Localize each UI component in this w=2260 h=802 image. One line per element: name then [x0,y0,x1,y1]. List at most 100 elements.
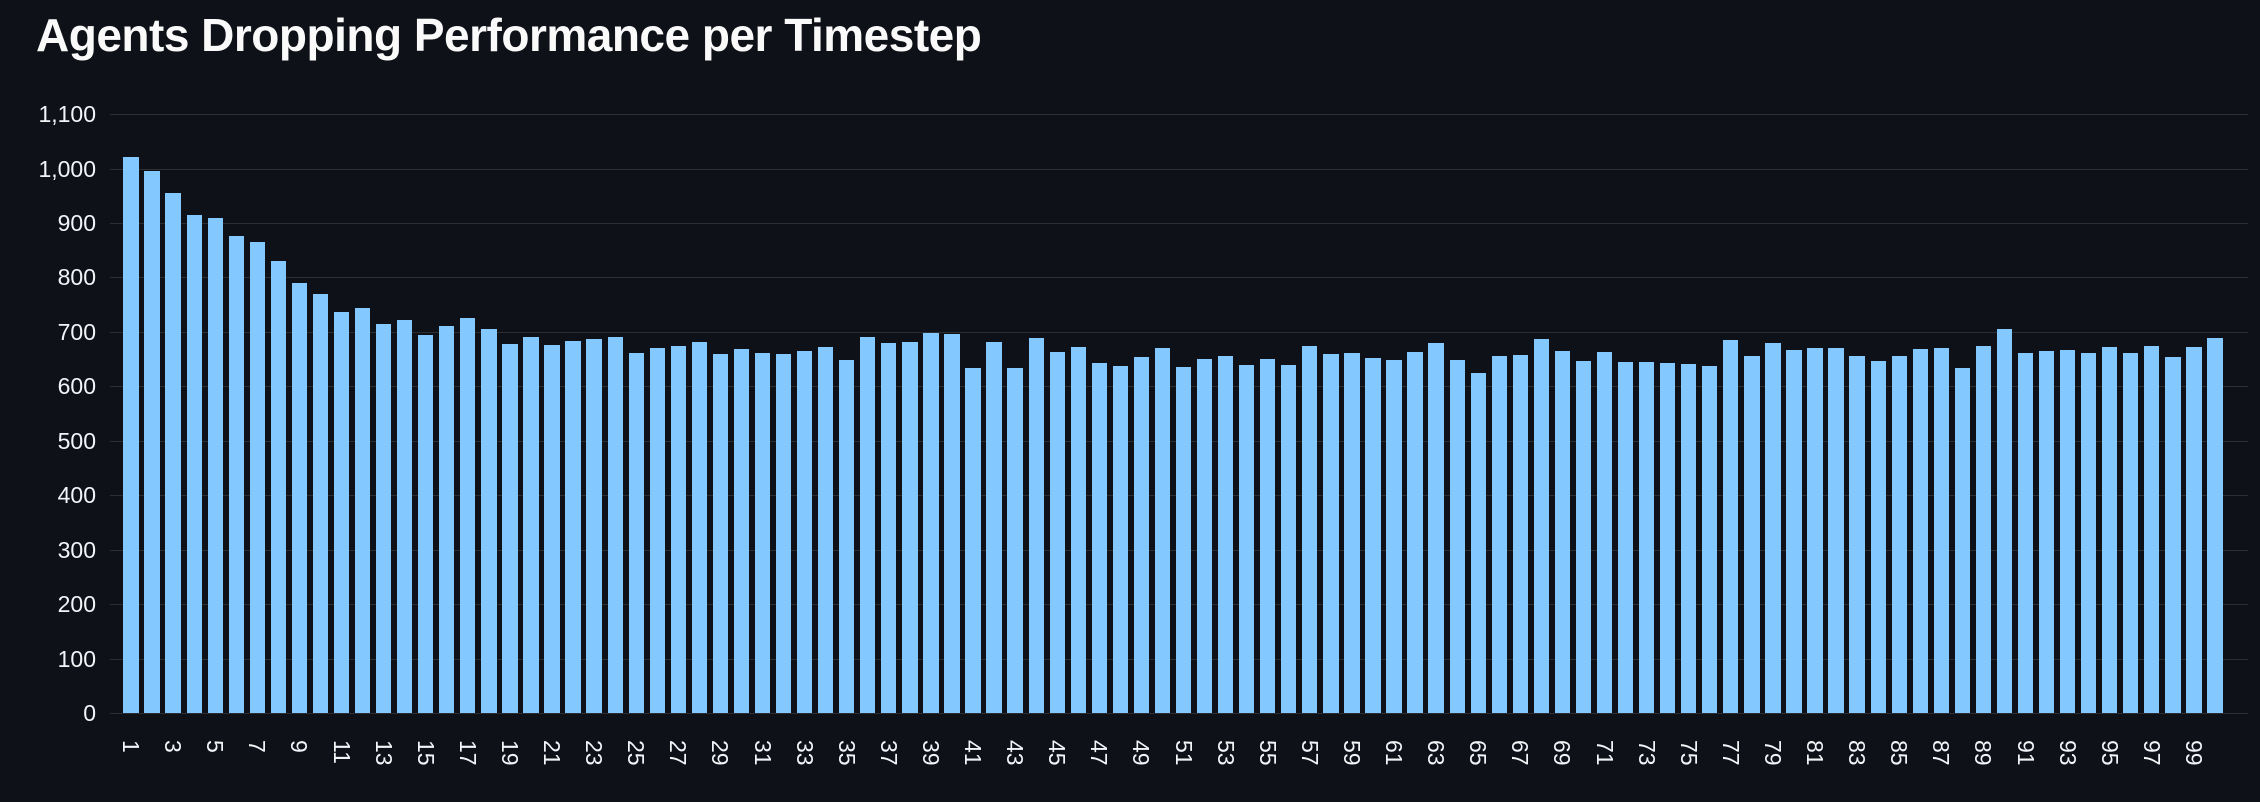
bar-timestep-32[interactable] [775,354,792,714]
bar-timestep-6[interactable] [228,235,244,714]
bar-timestep-45[interactable] [1049,352,1065,714]
bar-timestep-83[interactable] [1849,355,1865,714]
bar-timestep-91[interactable] [2017,353,2034,714]
bar-timestep-71[interactable] [1596,352,1613,714]
bar-timestep-41[interactable] [965,367,981,714]
bar-timestep-5[interactable] [207,217,223,714]
bar-timestep-89[interactable] [1975,346,1992,714]
bar-timestep-52[interactable] [1196,358,1213,714]
bar-timestep-95[interactable] [2102,347,2118,714]
bar-timestep-13[interactable] [375,324,392,714]
bar-timestep-60[interactable] [1365,357,1381,714]
bar-timestep-16[interactable] [439,325,455,714]
bar-timestep-1[interactable] [123,157,139,714]
bar-timestep-61[interactable] [1386,360,1402,714]
bar-timestep-97[interactable] [2144,345,2160,714]
bar-timestep-51[interactable] [1175,366,1192,714]
bar-timestep-80[interactable] [1786,349,1802,714]
bar-timestep-44[interactable] [1028,337,1044,714]
bar-timestep-11[interactable] [333,311,350,714]
bar-timestep-79[interactable] [1765,343,1781,714]
bar-timestep-29[interactable] [712,354,729,714]
bar-timestep-53[interactable] [1217,355,1234,714]
bar-timestep-36[interactable] [860,336,876,714]
bar-timestep-25[interactable] [628,353,644,714]
bar-timestep-31[interactable] [754,353,771,714]
bar-timestep-96[interactable] [2123,352,2139,714]
bar-timestep-50[interactable] [1154,348,1171,714]
bar-timestep-67[interactable] [1512,355,1528,714]
bar-timestep-49[interactable] [1133,357,1150,714]
bar-timestep-85[interactable] [1891,355,1907,714]
bar-timestep-28[interactable] [691,342,708,714]
bar-timestep-64[interactable] [1449,359,1465,714]
bar-timestep-58[interactable] [1323,353,1339,714]
bar-timestep-56[interactable] [1281,364,1297,714]
bar-timestep-8[interactable] [270,260,287,714]
bar-timestep-20[interactable] [523,337,539,714]
bar-timestep-21[interactable] [544,345,560,714]
bar-timestep-57[interactable] [1302,345,1318,714]
bar-timestep-24[interactable] [607,336,623,714]
bar-timestep-72[interactable] [1617,362,1634,714]
bar-timestep-43[interactable] [1007,368,1023,714]
bar-timestep-88[interactable] [1954,367,1971,714]
bar-timestep-18[interactable] [481,328,497,714]
bar-timestep-70[interactable] [1575,360,1592,714]
bar-timestep-4[interactable] [186,215,202,714]
bar-timestep-65[interactable] [1470,373,1486,714]
bar-timestep-84[interactable] [1870,361,1886,714]
bar-timestep-59[interactable] [1344,352,1360,714]
bar-timestep-7[interactable] [249,241,265,714]
bar-timestep-98[interactable] [2165,357,2181,714]
bar-timestep-39[interactable] [923,333,939,714]
bar-timestep-75[interactable] [1681,363,1697,714]
bar-timestep-46[interactable] [1070,346,1086,714]
bar-timestep-73[interactable] [1638,361,1655,714]
bar-timestep-87[interactable] [1933,348,1949,714]
bar-timestep-42[interactable] [986,341,1002,714]
bar-timestep-55[interactable] [1260,359,1276,714]
bar-timestep-38[interactable] [902,341,918,714]
bar-timestep-54[interactable] [1239,365,1255,714]
bar-timestep-63[interactable] [1428,342,1444,714]
bar-timestep-69[interactable] [1554,351,1571,714]
bar-timestep-66[interactable] [1491,356,1507,714]
bar-timestep-78[interactable] [1744,356,1760,714]
bar-timestep-17[interactable] [460,318,476,714]
bar-timestep-3[interactable] [165,192,181,714]
bar-timestep-19[interactable] [502,343,518,714]
bar-timestep-92[interactable] [2038,351,2055,714]
bar-timestep-10[interactable] [312,293,329,714]
bar-timestep-81[interactable] [1807,348,1823,714]
bar-timestep-40[interactable] [944,334,960,714]
bar-timestep-76[interactable] [1702,366,1718,714]
bar-timestep-34[interactable] [818,346,834,714]
bar-timestep-94[interactable] [2081,352,2097,714]
bar-timestep-22[interactable] [565,340,581,714]
bar-timestep-90[interactable] [1996,329,2013,714]
bar-timestep-23[interactable] [586,338,602,714]
bar-timestep-68[interactable] [1533,339,1550,714]
bar-timestep-99[interactable] [2186,346,2202,714]
bar-timestep-82[interactable] [1828,348,1844,714]
bar-timestep-86[interactable] [1912,349,1928,714]
bar-timestep-2[interactable] [144,170,160,714]
bar-timestep-48[interactable] [1112,366,1129,714]
bar-timestep-12[interactable] [354,308,371,714]
bar-timestep-26[interactable] [649,348,665,714]
bar-timestep-62[interactable] [1407,351,1423,714]
bar-timestep-30[interactable] [733,348,750,714]
bar-timestep-100[interactable] [2207,337,2223,714]
bar-timestep-47[interactable] [1091,363,1107,714]
bar-timestep-27[interactable] [670,345,686,714]
bar-timestep-33[interactable] [796,350,813,714]
bar-timestep-77[interactable] [1723,339,1739,714]
bar-timestep-93[interactable] [2059,349,2076,714]
bar-timestep-37[interactable] [881,342,897,714]
bar-timestep-74[interactable] [1660,363,1676,714]
bar-timestep-35[interactable] [839,360,855,714]
bar-timestep-14[interactable] [397,319,413,714]
bar-timestep-9[interactable] [291,283,308,714]
bar-timestep-15[interactable] [418,335,434,714]
